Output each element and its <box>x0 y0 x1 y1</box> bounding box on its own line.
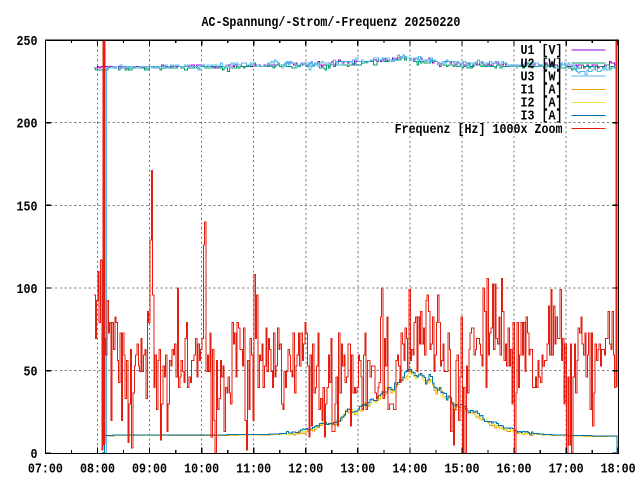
svg-text:18:00: 18:00 <box>601 462 636 477</box>
svg-text:U2 [W]: U2 [W] <box>521 57 563 72</box>
svg-text:I3 [A]: I3 [A] <box>521 109 563 124</box>
svg-text:Frequenz [Hz] 1000x Zoom: Frequenz [Hz] 1000x Zoom <box>395 122 563 137</box>
svg-text:U3 [W]: U3 [W] <box>521 70 563 85</box>
svg-text:12:00: 12:00 <box>288 462 323 477</box>
svg-text:07:00: 07:00 <box>28 462 63 477</box>
svg-text:11:00: 11:00 <box>236 462 271 477</box>
svg-text:0: 0 <box>30 447 37 462</box>
svg-text:I2 [A]: I2 [A] <box>521 96 563 111</box>
svg-text:09:00: 09:00 <box>132 462 167 477</box>
svg-text:U1 [V]: U1 [V] <box>521 43 563 58</box>
svg-text:I1 [A]: I1 [A] <box>521 83 563 98</box>
svg-text:16:00: 16:00 <box>497 462 532 477</box>
svg-text:08:00: 08:00 <box>80 462 115 477</box>
svg-text:200: 200 <box>17 117 38 132</box>
svg-text:150: 150 <box>17 200 38 215</box>
svg-text:17:00: 17:00 <box>549 462 584 477</box>
svg-text:10:00: 10:00 <box>184 462 219 477</box>
svg-text:15:00: 15:00 <box>444 462 479 477</box>
svg-text:50: 50 <box>23 365 37 380</box>
svg-text:250: 250 <box>17 34 38 49</box>
svg-text:AC-Spannung/-Strom/-Frequenz 2: AC-Spannung/-Strom/-Frequenz 20250220 <box>201 15 460 30</box>
svg-text:14:00: 14:00 <box>392 462 427 477</box>
svg-text:13:00: 13:00 <box>340 462 375 477</box>
svg-text:100: 100 <box>17 282 38 297</box>
